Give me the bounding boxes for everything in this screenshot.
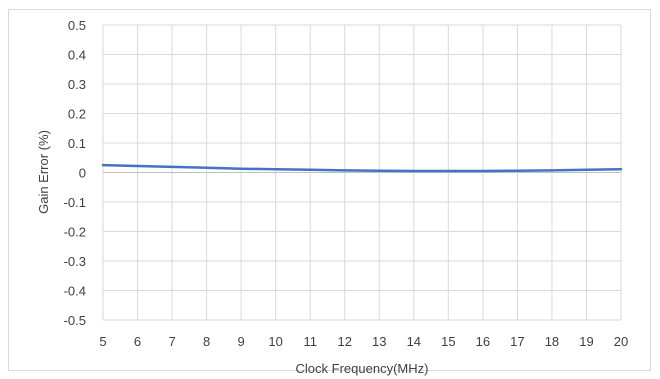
y-tick-label: 0.2 — [68, 107, 86, 122]
x-tick-labels: 5 6 7 8 9 10 11 12 13 14 15 16 17 18 19 20 — [99, 334, 628, 349]
x-tick-label: 7 — [168, 334, 175, 349]
x-tick-label: 11 — [303, 334, 317, 349]
chart-frame — [8, 9, 651, 371]
y-tick-label: -0.4 — [64, 284, 86, 299]
x-axis-label: Clock Frequency(MHz) — [296, 361, 429, 376]
y-tick-label: -0.3 — [64, 254, 86, 269]
x-tick-label: 8 — [203, 334, 210, 349]
x-tick-label: 16 — [476, 334, 490, 349]
y-axis-label: Gain Error (%) — [36, 130, 51, 214]
y-tick-label: 0 — [79, 166, 86, 181]
y-tick-label: -0.2 — [64, 225, 86, 240]
y-tick-label: -0.1 — [64, 195, 86, 210]
x-tick-label: 18 — [545, 334, 559, 349]
x-tick-label: 15 — [441, 334, 455, 349]
x-tick-label: 12 — [337, 334, 351, 349]
y-tick-label: -0.5 — [64, 313, 86, 328]
x-tick-label: 13 — [372, 334, 386, 349]
series-group — [101, 163, 623, 173]
y-tick-labels: 0.5 0.4 0.3 0.2 0.1 0 -0.1 -0.2 -0.3 -0.4 -0.5 — [64, 18, 86, 328]
x-tick-label: 17 — [510, 334, 524, 349]
y-tick-label: 0.3 — [68, 77, 86, 92]
x-tick-label: 5 — [99, 334, 106, 349]
x-tick-label: 9 — [238, 334, 245, 349]
y-tick-label: 0.4 — [68, 48, 86, 63]
x-tick-label: 20 — [614, 334, 628, 349]
x-tick-label: 6 — [134, 334, 141, 349]
x-tick-label: 19 — [579, 334, 593, 349]
x-tick-label: 10 — [268, 334, 282, 349]
y-tick-label: 0.1 — [68, 136, 86, 151]
y-tick-label: 0.5 — [68, 18, 86, 33]
gain-error-series-line — [101, 163, 623, 173]
x-tick-label: 14 — [407, 334, 421, 349]
